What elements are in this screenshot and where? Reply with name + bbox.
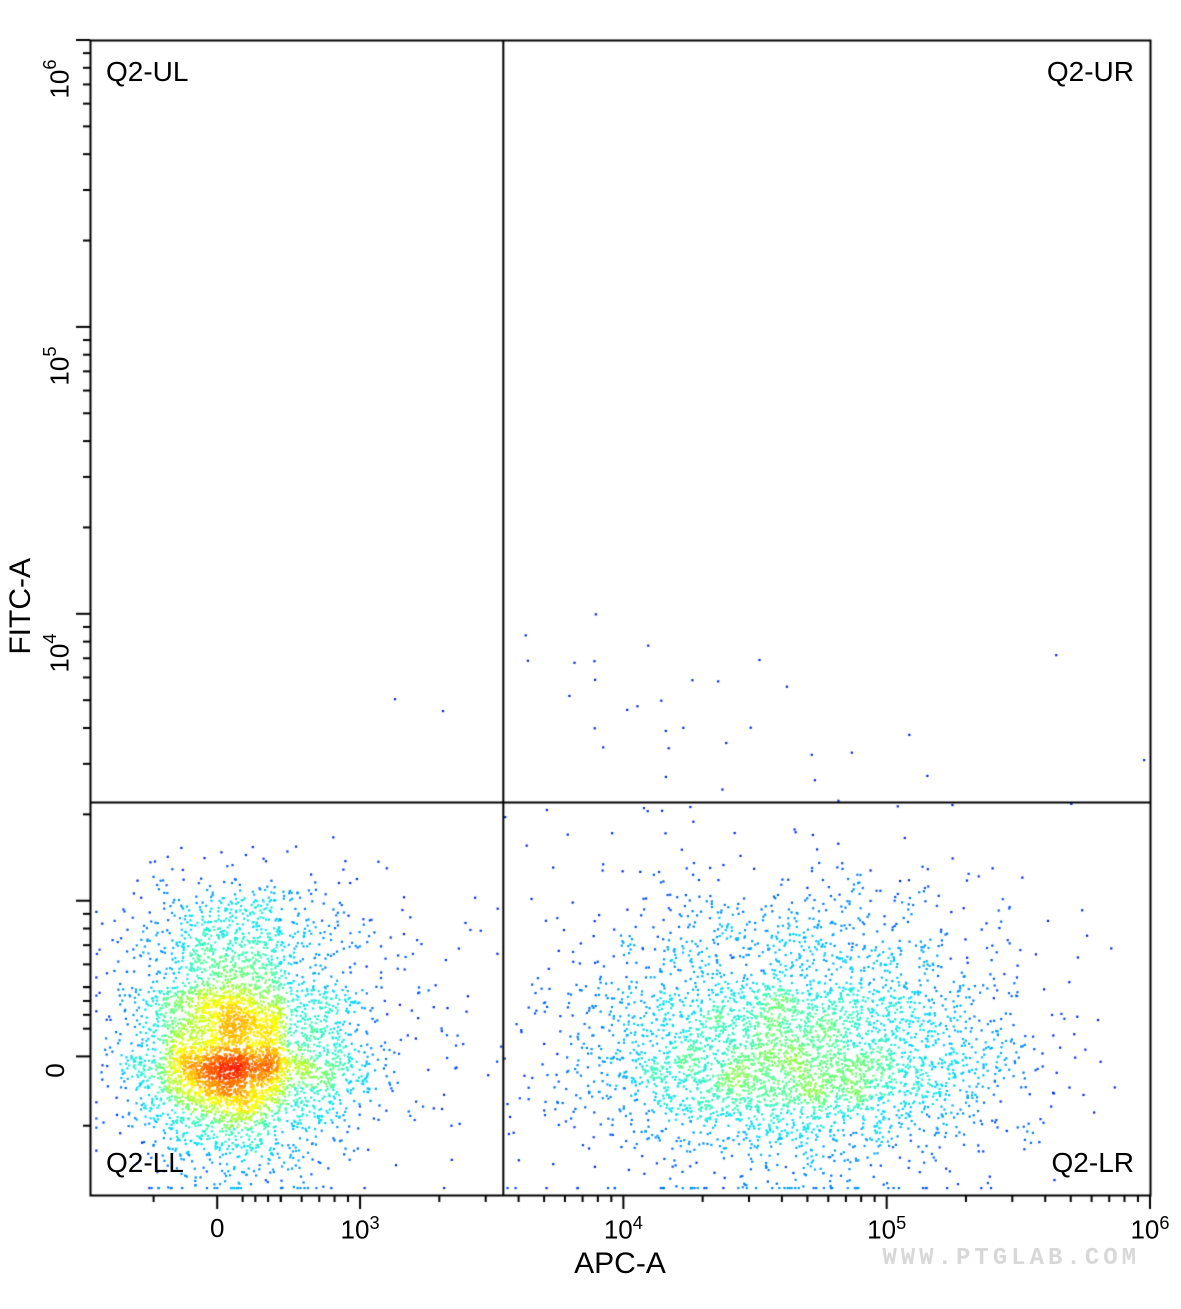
x-tick-label: 0 <box>210 1213 224 1244</box>
y-axis-label: FITC-A <box>4 558 38 655</box>
quadrant-label-ll: Q2-LL <box>106 1147 184 1179</box>
scatter-plot-canvas <box>0 0 1181 1309</box>
chart-container: FITC-Mouse IgG1+APC-65151(CD3) : P1 APC-… <box>0 0 1181 1309</box>
y-tick-label: 106 <box>40 60 76 99</box>
quadrant-label-ur: Q2-UR <box>1047 56 1134 88</box>
x-tick-label: 103 <box>341 1213 380 1246</box>
y-tick-label: 0 <box>40 1064 71 1078</box>
x-tick-label: 106 <box>1130 1213 1169 1246</box>
y-tick-label: 104 <box>40 633 76 672</box>
quadrant-label-ul: Q2-UL <box>106 56 188 88</box>
x-tick-label: 104 <box>604 1213 643 1246</box>
watermark-text: WWW.PTGLAB.COM <box>882 1245 1140 1272</box>
quadrant-label-lr: Q2-LR <box>1052 1147 1134 1179</box>
x-tick-label: 105 <box>867 1213 906 1246</box>
y-tick-label: 105 <box>40 346 76 385</box>
